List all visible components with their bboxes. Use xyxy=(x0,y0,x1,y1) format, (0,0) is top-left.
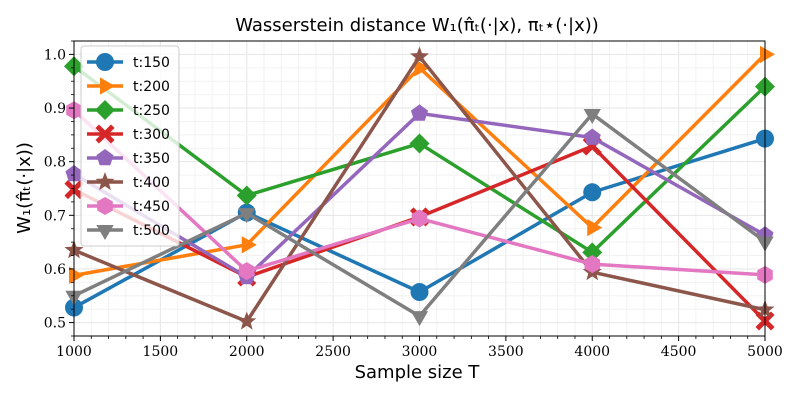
legend-label-t-400: t:400 xyxy=(133,175,170,191)
data-point-t-350-3000 xyxy=(410,104,429,121)
legend-label-t-300: t:300 xyxy=(133,127,170,143)
legend: t:150 t:200 t:250 t:300 t:350 t:400 t:450 t:500 xyxy=(80,45,180,247)
data-point-t-150-4000 xyxy=(583,183,602,202)
y-axis-title: W₁(π̂ₜ(·|x)) xyxy=(14,142,35,234)
y-tick-label-0-5: 0.5 xyxy=(44,316,66,332)
data-point-t-400-2000 xyxy=(237,311,257,330)
legend-marker-t-400 xyxy=(95,172,115,191)
legend-entry-t-200: t:200 xyxy=(87,77,170,95)
data-point-t-450-2000 xyxy=(238,262,255,281)
axis-ticks: 1000 1500 2000 2500 3000 3500 4000 4500 5000 0.5 0… xyxy=(44,40,783,360)
legend-marker-t-150 xyxy=(96,53,114,71)
x-tick-label-1500: 1500 xyxy=(143,344,179,360)
data-point-t-450-3000 xyxy=(411,209,428,228)
legend-box xyxy=(80,45,180,247)
legend-entry-t-350: t:350 xyxy=(87,149,170,167)
data-point-t-500-2000 xyxy=(238,208,256,224)
x-tick-label-5000: 5000 xyxy=(747,344,783,360)
x-tick-label-3500: 3500 xyxy=(488,344,524,360)
x-tick-label-2000: 2000 xyxy=(229,344,265,360)
legend-entry-t-450: t:450 xyxy=(87,197,170,215)
series-t-450 xyxy=(66,101,773,284)
legend-marker-t-200 xyxy=(100,77,115,95)
legend-marker-t-450 xyxy=(97,197,113,215)
data-point-t-500-3000 xyxy=(410,311,429,327)
data-point-t-150-3000 xyxy=(410,283,429,302)
data-point-t-250-3000 xyxy=(409,133,430,154)
x-tick-label-2500: 2500 xyxy=(315,344,351,360)
legend-marker-t-300 xyxy=(95,124,115,144)
legend-marker-t-350 xyxy=(96,149,114,166)
legend-marker-t-500 xyxy=(96,225,114,240)
legend-label-t-450: t:450 xyxy=(133,199,170,215)
legend-label-t-150: t:150 xyxy=(133,55,170,71)
legend-entry-t-500: t:500 xyxy=(87,223,170,240)
data-point-t-200-1000 xyxy=(69,266,84,285)
y-tick-label-1-0: 1.0 xyxy=(44,47,66,63)
y-tick-label-0-9: 0.9 xyxy=(44,101,66,117)
y-tick-label-0-7: 0.7 xyxy=(44,208,66,224)
legend-entry-t-300: t:300 xyxy=(87,124,170,144)
legend-entry-t-400: t:400 xyxy=(87,172,170,191)
legend-marker-t-250 xyxy=(95,100,115,120)
data-point-t-200-4000 xyxy=(587,218,603,237)
x-tick-label-3000: 3000 xyxy=(402,344,438,360)
y-tick-label-0-8: 0.8 xyxy=(44,155,66,171)
data-point-t-400-3000 xyxy=(409,46,430,65)
legend-entry-t-150: t:150 xyxy=(87,53,170,71)
chart-title: Wasserstein distance W₁(π̂ₜ(·|x), πₜ⋆(·|… xyxy=(235,15,599,36)
data-point-t-500-4000 xyxy=(583,108,601,124)
legend-label-t-200: t:200 xyxy=(133,79,170,95)
data-point-t-200-5000 xyxy=(760,45,775,64)
data-point-t-200-2000 xyxy=(241,236,257,254)
data-point-t-250-2000 xyxy=(236,185,257,206)
x-tick-label-4500: 4500 xyxy=(661,344,697,360)
data-point-t-250-4000 xyxy=(582,242,603,263)
y-tick-label-0-6: 0.6 xyxy=(44,262,66,278)
x-tick-label-1000: 1000 xyxy=(56,344,92,360)
data-point-t-350-4000 xyxy=(583,128,601,145)
legend-label-t-250: t:250 xyxy=(133,103,170,119)
legend-label-t-500: t:500 xyxy=(133,223,170,239)
data-point-t-200-3000 xyxy=(414,59,430,77)
legend-label-t-350: t:350 xyxy=(133,151,170,167)
legend-entry-t-250: t:250 xyxy=(87,100,170,120)
x-tick-label-4000: 4000 xyxy=(574,344,610,360)
data-point-t-450-4000 xyxy=(584,255,601,274)
x-axis-title: Sample size T xyxy=(355,362,481,383)
